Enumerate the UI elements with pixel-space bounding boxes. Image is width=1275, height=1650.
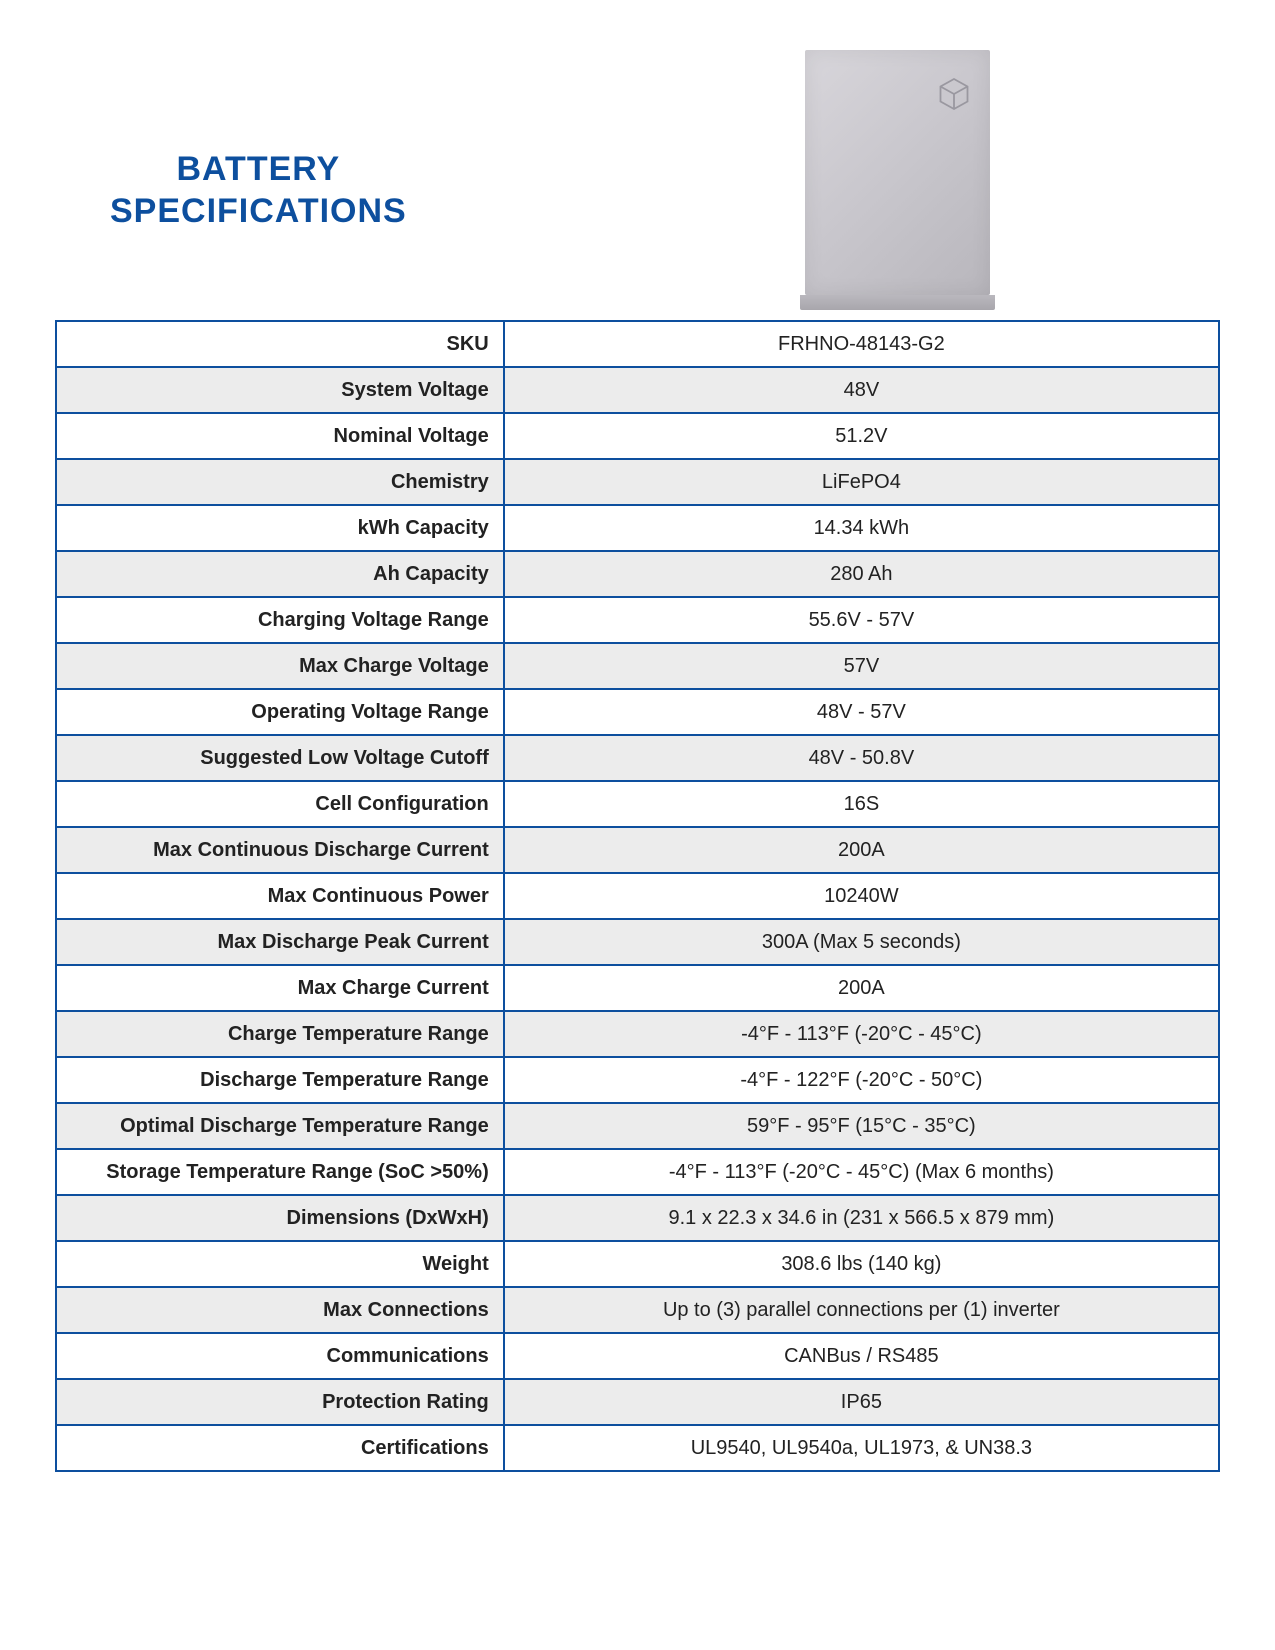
spec-value: 14.34 kWh [504,505,1219,551]
spec-label: Optimal Discharge Temperature Range [56,1103,504,1149]
spec-label: SKU [56,321,504,367]
product-image [805,50,990,310]
product-base [800,295,995,310]
title-line-2: SPECIFICATIONS [110,190,407,233]
table-row: Discharge Temperature Range-4°F - 122°F … [56,1057,1219,1103]
spec-value: 59°F - 95°F (15°C - 35°C) [504,1103,1219,1149]
spec-label: Max Continuous Power [56,873,504,919]
table-row: System Voltage48V [56,367,1219,413]
table-row: CommunicationsCANBus / RS485 [56,1333,1219,1379]
spec-value: 9.1 x 22.3 x 34.6 in (231 x 566.5 x 879 … [504,1195,1219,1241]
spec-label: Communications [56,1333,504,1379]
spec-value: 51.2V [504,413,1219,459]
spec-label: Max Charge Voltage [56,643,504,689]
table-row: Cell Configuration16S [56,781,1219,827]
spec-value: -4°F - 113°F (-20°C - 45°C) [504,1011,1219,1057]
table-row: Max Continuous Power10240W [56,873,1219,919]
table-row: Charging Voltage Range55.6V - 57V [56,597,1219,643]
spec-label: Nominal Voltage [56,413,504,459]
page-title: BATTERY SPECIFICATIONS [110,148,407,233]
spec-value: 55.6V - 57V [504,597,1219,643]
spec-label: Charging Voltage Range [56,597,504,643]
table-row: Max Charge Voltage57V [56,643,1219,689]
spec-value: Up to (3) parallel connections per (1) i… [504,1287,1219,1333]
spec-label: Cell Configuration [56,781,504,827]
spec-label: kWh Capacity [56,505,504,551]
table-row: kWh Capacity14.34 kWh [56,505,1219,551]
table-row: Charge Temperature Range-4°F - 113°F (-2… [56,1011,1219,1057]
spec-value: 280 Ah [504,551,1219,597]
table-row: Max Continuous Discharge Current200A [56,827,1219,873]
spec-value: -4°F - 113°F (-20°C - 45°C) (Max 6 month… [504,1149,1219,1195]
spec-label: Operating Voltage Range [56,689,504,735]
spec-value: CANBus / RS485 [504,1333,1219,1379]
spec-label: Ah Capacity [56,551,504,597]
product-body [805,50,990,295]
spec-value: UL9540, UL9540a, UL1973, & UN38.3 [504,1425,1219,1471]
spec-label: Chemistry [56,459,504,505]
spec-label: Max Charge Current [56,965,504,1011]
table-row: Max Charge Current200A [56,965,1219,1011]
spec-value: LiFePO4 [504,459,1219,505]
title-line-1: BATTERY [110,148,407,191]
spec-value: 16S [504,781,1219,827]
spec-label: Max Continuous Discharge Current [56,827,504,873]
table-row: ChemistryLiFePO4 [56,459,1219,505]
table-row: Max Discharge Peak Current300A (Max 5 se… [56,919,1219,965]
table-row: Dimensions (DxWxH)9.1 x 22.3 x 34.6 in (… [56,1195,1219,1241]
table-row: Protection RatingIP65 [56,1379,1219,1425]
table-row: Ah Capacity280 Ah [56,551,1219,597]
spec-label: Max Connections [56,1287,504,1333]
spec-value: 57V [504,643,1219,689]
table-row: Max ConnectionsUp to (3) parallel connec… [56,1287,1219,1333]
table-row: Storage Temperature Range (SoC >50%)-4°F… [56,1149,1219,1195]
spec-label: Storage Temperature Range (SoC >50%) [56,1149,504,1195]
spec-value: 48V [504,367,1219,413]
spec-value: FRHNO-48143-G2 [504,321,1219,367]
spec-label: System Voltage [56,367,504,413]
spec-label: Certifications [56,1425,504,1471]
table-row: Weight308.6 lbs (140 kg) [56,1241,1219,1287]
spec-value: 10240W [504,873,1219,919]
table-row: Nominal Voltage51.2V [56,413,1219,459]
table-row: Operating Voltage Range48V - 57V [56,689,1219,735]
spec-value: 200A [504,965,1219,1011]
table-row: Optimal Discharge Temperature Range59°F … [56,1103,1219,1149]
table-row: Suggested Low Voltage Cutoff48V - 50.8V [56,735,1219,781]
spec-label: Charge Temperature Range [56,1011,504,1057]
spec-label: Max Discharge Peak Current [56,919,504,965]
table-row: CertificationsUL9540, UL9540a, UL1973, &… [56,1425,1219,1471]
spec-table: SKUFRHNO-48143-G2System Voltage48VNomina… [55,320,1220,1472]
cube-icon [936,76,972,112]
spec-label: Protection Rating [56,1379,504,1425]
spec-value: IP65 [504,1379,1219,1425]
spec-label: Dimensions (DxWxH) [56,1195,504,1241]
header-row: BATTERY SPECIFICATIONS [55,50,1220,310]
spec-label: Discharge Temperature Range [56,1057,504,1103]
table-row: SKUFRHNO-48143-G2 [56,321,1219,367]
spec-value: 48V - 57V [504,689,1219,735]
spec-value: 200A [504,827,1219,873]
spec-label: Weight [56,1241,504,1287]
spec-value: 300A (Max 5 seconds) [504,919,1219,965]
spec-value: -4°F - 122°F (-20°C - 50°C) [504,1057,1219,1103]
spec-value: 308.6 lbs (140 kg) [504,1241,1219,1287]
spec-value: 48V - 50.8V [504,735,1219,781]
spec-label: Suggested Low Voltage Cutoff [56,735,504,781]
